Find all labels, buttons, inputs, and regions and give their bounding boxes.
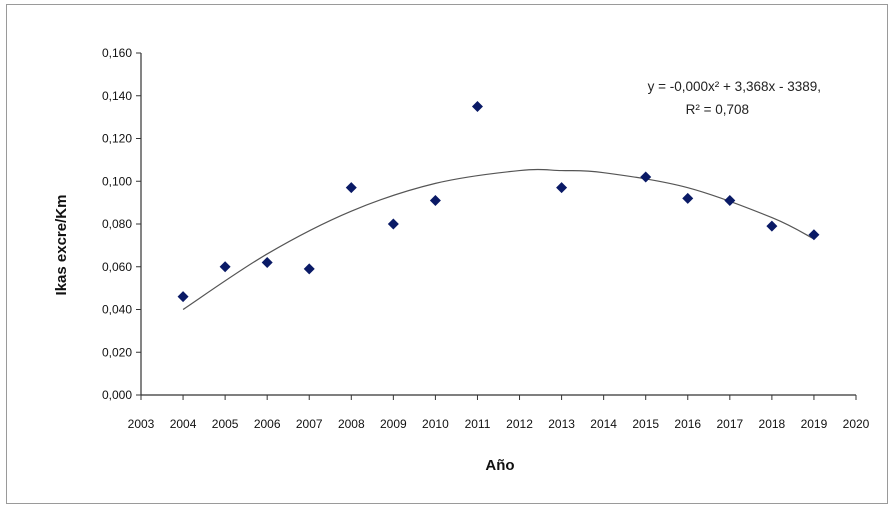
trendline-layer [182,168,815,311]
x-tick-label: 2010 [422,417,449,431]
x-tick-label: 2004 [170,417,197,431]
x-tick-label: 2014 [590,417,617,431]
x-tick-label: 2013 [548,417,575,431]
x-tick-label: 2020 [843,417,870,431]
y-tick-label: 0,040 [102,303,132,317]
data-point [808,229,820,241]
x-tick-label: 2015 [632,417,659,431]
y-tick-label: 0,020 [102,345,132,359]
y-tick-label: 0,060 [102,260,132,274]
x-axis-title: Año [485,457,514,474]
trendline-equation: y = -0,000x² + 3,368x - 3389, [648,79,821,94]
x-tick-label: 2005 [212,417,239,431]
x-tick-label: 2006 [254,417,281,431]
y-tick-label: 0,080 [102,217,132,231]
data-point [556,182,568,194]
data-point [724,194,736,206]
x-tick-label: 2011 [465,417,491,431]
data-point [682,192,694,204]
x-tick-label: 2007 [296,417,323,431]
data-points [177,100,820,303]
y-axis-title: Ikas excre/Km [53,195,70,296]
y-tick-label: 0,120 [102,132,132,146]
data-point [261,256,273,268]
axes [136,52,857,400]
y-tick-label: 0,000 [102,388,132,402]
data-point [345,182,357,194]
trendline-r2: R² = 0,708 [686,102,749,117]
data-point [219,261,231,273]
data-point [387,218,399,230]
x-tick-label: 2018 [759,417,786,431]
x-tick-label: 2003 [128,417,155,431]
x-tick-label: 2019 [801,417,828,431]
trendline-curve [182,168,815,311]
x-tick-label: 2009 [380,417,407,431]
data-point [766,220,778,232]
x-tick-label: 2012 [506,417,533,431]
data-point [471,100,483,112]
x-tick-label: 2016 [674,417,701,431]
y-tick-label: 0,140 [102,89,132,103]
y-tick-label: 0,100 [102,174,132,188]
y-tick-label: 0,160 [102,46,132,60]
x-tick-label: 2017 [716,417,743,431]
data-point [429,194,441,206]
data-point [640,171,652,183]
data-point [303,263,315,275]
x-tick-label: 2008 [338,417,365,431]
chart-frame [6,4,888,504]
data-point [177,291,189,303]
tick-labels: 0,000 0,020 0,040 0,060 0,080 0,100 0,120 0,140… [102,46,870,431]
